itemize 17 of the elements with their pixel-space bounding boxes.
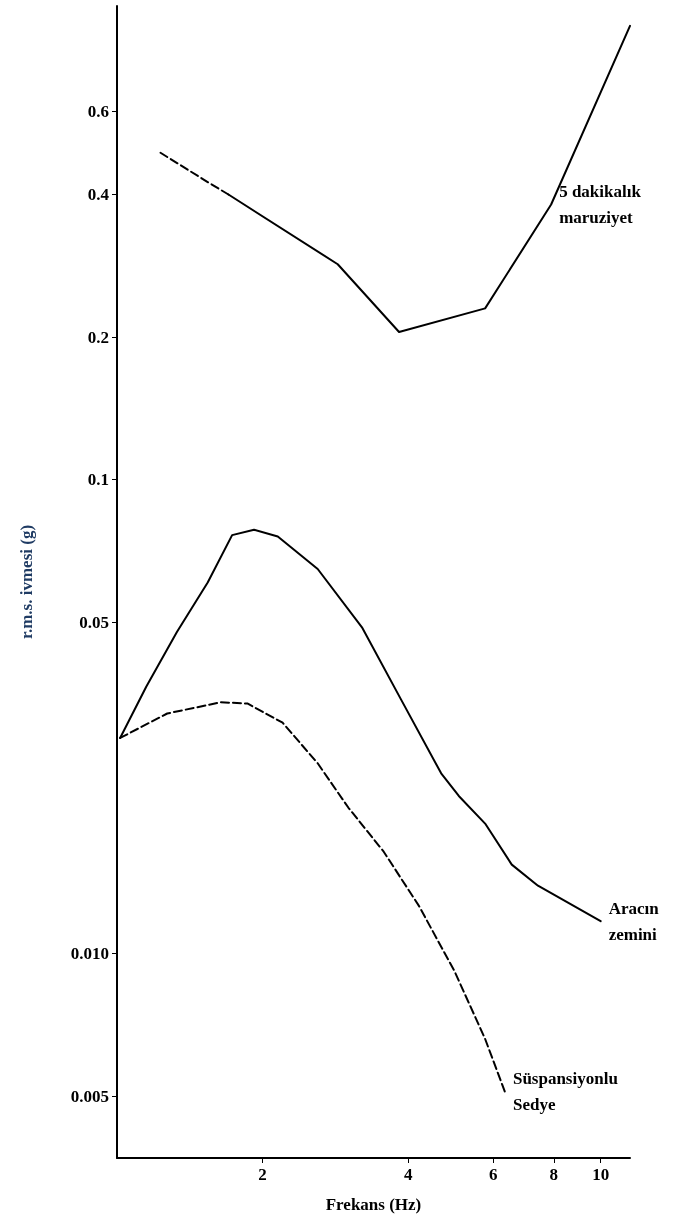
series-label: 5 dakikalık maruziyet bbox=[559, 182, 642, 228]
y-axis-title: r.m.s. ivmesi (g) bbox=[17, 524, 36, 640]
x-tick-label: 8 bbox=[549, 1165, 559, 1184]
y-tick-label: 0.4 bbox=[87, 185, 110, 205]
x-tick-label: 2 bbox=[258, 1165, 267, 1184]
y-tick-label: 0.2 bbox=[87, 327, 109, 347]
y-tick-label: 0.05 bbox=[79, 612, 109, 632]
x-tick-label: 4 bbox=[403, 1165, 413, 1184]
y-tick-label: 0.005 bbox=[70, 1086, 109, 1106]
y-tick-label: 0.6 bbox=[87, 101, 109, 121]
series-label: Aracın zemini bbox=[608, 898, 660, 944]
y-tick-label: 0.010 bbox=[70, 943, 109, 963]
x-tick-label: 10 bbox=[592, 1165, 610, 1184]
y-tick-label: 0.1 bbox=[87, 470, 109, 490]
x-tick-label: 6 bbox=[489, 1165, 498, 1184]
x-axis-title: Frekans (Hz) bbox=[325, 1195, 422, 1214]
series-label: Süspansiyonlu Sedye bbox=[512, 1069, 618, 1115]
